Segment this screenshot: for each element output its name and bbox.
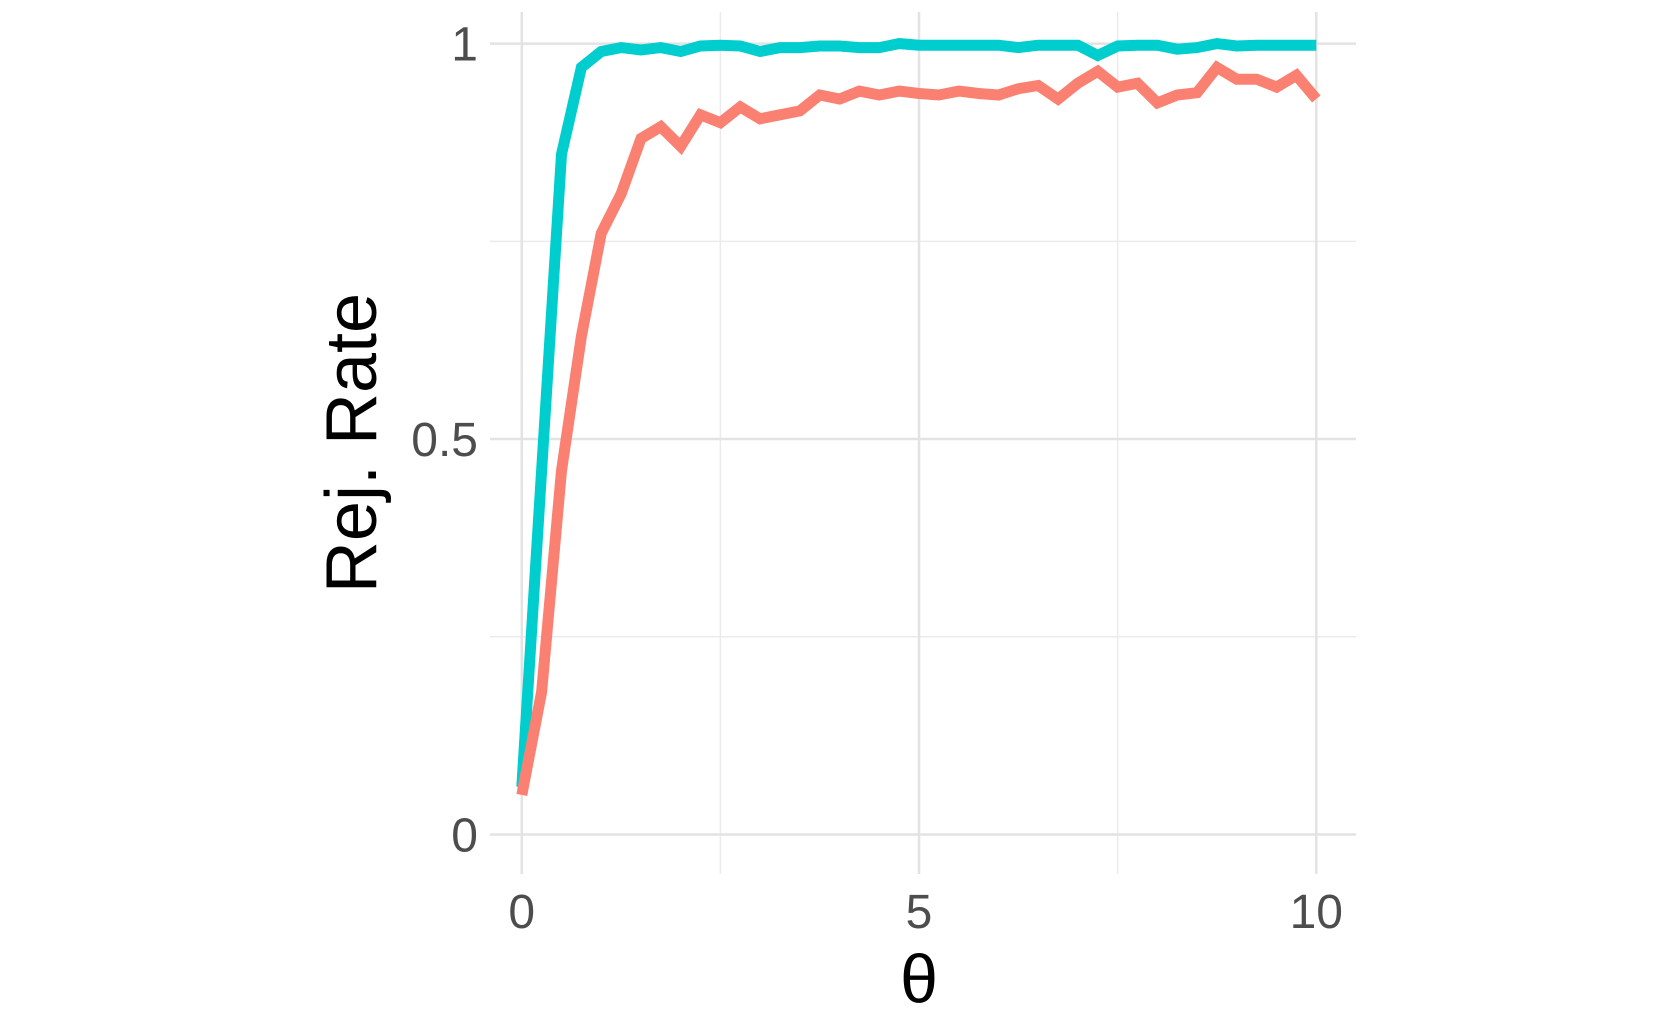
x-tick-label: 0: [508, 886, 535, 939]
y-tick-label: 0: [451, 809, 478, 862]
series-line-2: [516, 60, 1321, 796]
x-tick-label: 5: [906, 886, 933, 939]
y-axis-title: Rej. Rate: [312, 293, 392, 593]
grid-layer: [490, 12, 1356, 874]
y-tick-label: 1: [451, 19, 478, 72]
x-tick-label: 10: [1290, 886, 1343, 939]
series-layer: [516, 38, 1321, 796]
tick-layer: 0 5 10 0 0.5 1: [411, 19, 1343, 939]
series-line-1: [516, 38, 1317, 788]
x-axis-title: θ: [900, 941, 938, 1017]
y-tick-label: 0.5: [411, 414, 478, 467]
